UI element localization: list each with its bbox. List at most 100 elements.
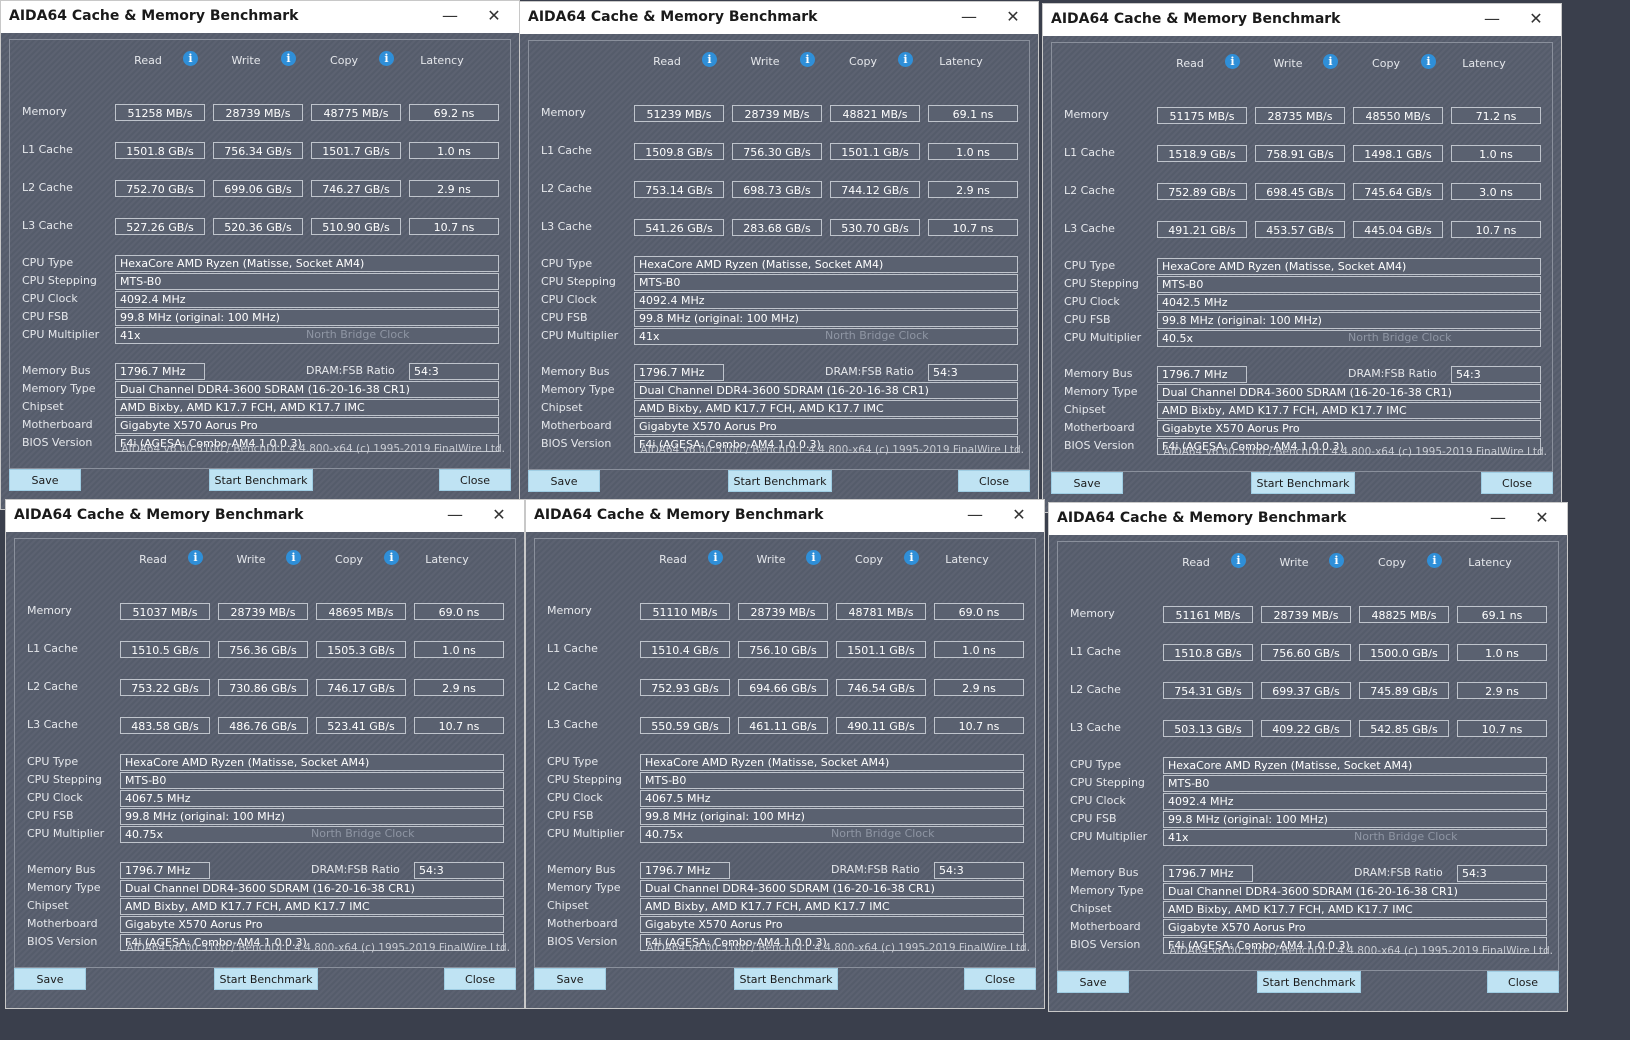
window-close-button[interactable]: ✕	[1012, 505, 1026, 524]
info-icon[interactable]: i	[898, 52, 913, 67]
close-button[interactable]: Close	[964, 968, 1036, 990]
row-label-l1: L1 Cache	[541, 144, 592, 157]
info-icon[interactable]: i	[1231, 553, 1246, 568]
label-dram-fsb-ratio: DRAM:FSB Ratio	[1354, 866, 1443, 879]
label-bios-version: BIOS Version	[541, 437, 612, 450]
info-icon[interactable]: i	[188, 550, 203, 565]
benchmark-window: AIDA64 Cache & Memory Benchmark — ✕ Read i Wr…	[525, 499, 1045, 1009]
result-l2-write: 730.86 GB/s	[218, 679, 308, 696]
value-cpu-fsb: 99.8 MHz (original: 100 MHz)	[115, 309, 499, 326]
row-label-l2: L2 Cache	[1064, 184, 1115, 197]
info-icon[interactable]: i	[379, 51, 394, 66]
window-close-button[interactable]: ✕	[1535, 508, 1549, 527]
result-memory-latency: 69.1 ns	[928, 105, 1018, 122]
minimize-button[interactable]: —	[961, 7, 977, 26]
result-l3-latency: 10.7 ns	[934, 717, 1024, 734]
value-memory-bus: 1796.7 MHz	[115, 363, 205, 380]
info-icon[interactable]: i	[708, 550, 723, 565]
window-close-button[interactable]: ✕	[487, 6, 501, 25]
benchmark-window: AIDA64 Cache & Memory Benchmark — ✕ Read i Wr…	[0, 0, 520, 510]
label-chipset: Chipset	[1064, 403, 1106, 416]
value-cpu-fsb: 99.8 MHz (original: 100 MHz)	[120, 808, 504, 825]
result-l1-write: 758.91 GB/s	[1255, 145, 1345, 162]
info-icon[interactable]: i	[1323, 54, 1338, 69]
window-body: Read i Write i Copy i Latency Memory 51258 MB/s 2…	[1, 33, 519, 509]
title-bar[interactable]: AIDA64 Cache & Memory Benchmark — ✕	[1043, 4, 1561, 36]
column-header-write: Write	[1279, 556, 1309, 569]
save-button[interactable]: Save	[1057, 971, 1129, 993]
label-north-bridge-clock: North Bridge Clock	[306, 328, 410, 341]
info-icon[interactable]: i	[800, 52, 815, 67]
label-motherboard: Motherboard	[22, 418, 93, 431]
label-bios-version: BIOS Version	[1064, 439, 1135, 452]
result-l2-copy: 744.12 GB/s	[830, 181, 920, 198]
result-memory-read: 51175 MB/s	[1157, 107, 1247, 124]
minimize-button[interactable]: —	[967, 505, 983, 524]
result-l1-read: 1510.8 GB/s	[1163, 644, 1253, 661]
save-button[interactable]: Save	[14, 968, 86, 990]
close-button[interactable]: Close	[958, 470, 1030, 492]
close-button[interactable]: Close	[439, 469, 511, 491]
info-icon[interactable]: i	[806, 550, 821, 565]
result-l1-copy: 1500.0 GB/s	[1359, 644, 1449, 661]
result-l2-copy: 746.54 GB/s	[836, 679, 926, 696]
minimize-button[interactable]: —	[1490, 508, 1506, 527]
start-benchmark-button[interactable]: Start Benchmark	[214, 968, 318, 990]
value-cpu-type: HexaCore AMD Ryzen (Matisse, Socket AM4)	[115, 255, 499, 272]
info-icon[interactable]: i	[1225, 54, 1240, 69]
info-icon[interactable]: i	[286, 550, 301, 565]
label-dram-fsb-ratio: DRAM:FSB Ratio	[825, 365, 914, 378]
label-north-bridge-clock: North Bridge Clock	[1348, 331, 1452, 344]
info-icon[interactable]: i	[1329, 553, 1344, 568]
info-icon[interactable]: i	[1427, 553, 1442, 568]
value-cpu-clock: 4092.4 MHz	[1163, 793, 1547, 810]
info-icon[interactable]: i	[384, 550, 399, 565]
info-icon[interactable]: i	[1421, 54, 1436, 69]
window-body: Read i Write i Copy i Latency Memory 51110 MB/s 2…	[526, 532, 1044, 1008]
start-benchmark-button[interactable]: Start Benchmark	[209, 469, 313, 491]
title-bar[interactable]: AIDA64 Cache & Memory Benchmark — ✕	[526, 500, 1044, 532]
close-button[interactable]: Close	[1487, 971, 1559, 993]
save-button[interactable]: Save	[9, 469, 81, 491]
info-icon[interactable]: i	[281, 51, 296, 66]
label-cpu-clock: CPU Clock	[1064, 295, 1120, 308]
title-bar[interactable]: AIDA64 Cache & Memory Benchmark — ✕	[1, 1, 519, 33]
title-bar[interactable]: AIDA64 Cache & Memory Benchmark — ✕	[520, 2, 1038, 34]
value-motherboard: Gigabyte X570 Aorus Pro	[634, 418, 1018, 435]
label-memory-bus: Memory Bus	[22, 364, 91, 377]
minimize-button[interactable]: —	[1484, 9, 1500, 28]
start-benchmark-button[interactable]: Start Benchmark	[1251, 472, 1355, 494]
value-cpu-stepping: MTS-B0	[115, 273, 499, 290]
minimize-button[interactable]: —	[447, 505, 463, 524]
label-north-bridge-clock: North Bridge Clock	[831, 827, 935, 840]
window-close-button[interactable]: ✕	[1006, 7, 1020, 26]
title-bar[interactable]: AIDA64 Cache & Memory Benchmark — ✕	[6, 500, 524, 532]
value-motherboard: Gigabyte X570 Aorus Pro	[120, 916, 504, 933]
result-l1-write: 756.30 GB/s	[732, 143, 822, 160]
info-icon[interactable]: i	[183, 51, 198, 66]
window-title: AIDA64 Cache & Memory Benchmark	[534, 507, 824, 523]
start-benchmark-button[interactable]: Start Benchmark	[734, 968, 838, 990]
window-body: Read i Write i Copy i Latency Memory 51239 MB/s 2…	[520, 34, 1038, 510]
title-bar[interactable]: AIDA64 Cache & Memory Benchmark — ✕	[1049, 503, 1567, 535]
start-benchmark-button[interactable]: Start Benchmark	[728, 470, 832, 492]
window-close-button[interactable]: ✕	[492, 505, 506, 524]
column-header-copy: Copy	[855, 553, 883, 566]
save-button[interactable]: Save	[528, 470, 600, 492]
info-icon[interactable]: i	[904, 550, 919, 565]
minimize-button[interactable]: —	[442, 6, 458, 25]
window-close-button[interactable]: ✕	[1529, 9, 1543, 28]
label-cpu-fsb: CPU FSB	[27, 809, 74, 822]
benchmark-window: AIDA64 Cache & Memory Benchmark — ✕ Read i Wr…	[1048, 502, 1568, 1012]
version-footer: AIDA64 v6.00.5100 / BenchDLL 4.4.800-x64…	[640, 444, 1024, 456]
close-button[interactable]: Close	[444, 968, 516, 990]
close-button[interactable]: Close	[1481, 472, 1553, 494]
save-button[interactable]: Save	[534, 968, 606, 990]
info-icon[interactable]: i	[702, 52, 717, 67]
window-body: Read i Write i Copy i Latency Memory 51175 MB/s 2…	[1043, 36, 1561, 512]
result-memory-copy: 48775 MB/s	[311, 104, 401, 121]
save-button[interactable]: Save	[1051, 472, 1123, 494]
label-north-bridge-clock: North Bridge Clock	[825, 329, 929, 342]
start-benchmark-button[interactable]: Start Benchmark	[1257, 971, 1361, 993]
label-cpu-fsb: CPU FSB	[1070, 812, 1117, 825]
